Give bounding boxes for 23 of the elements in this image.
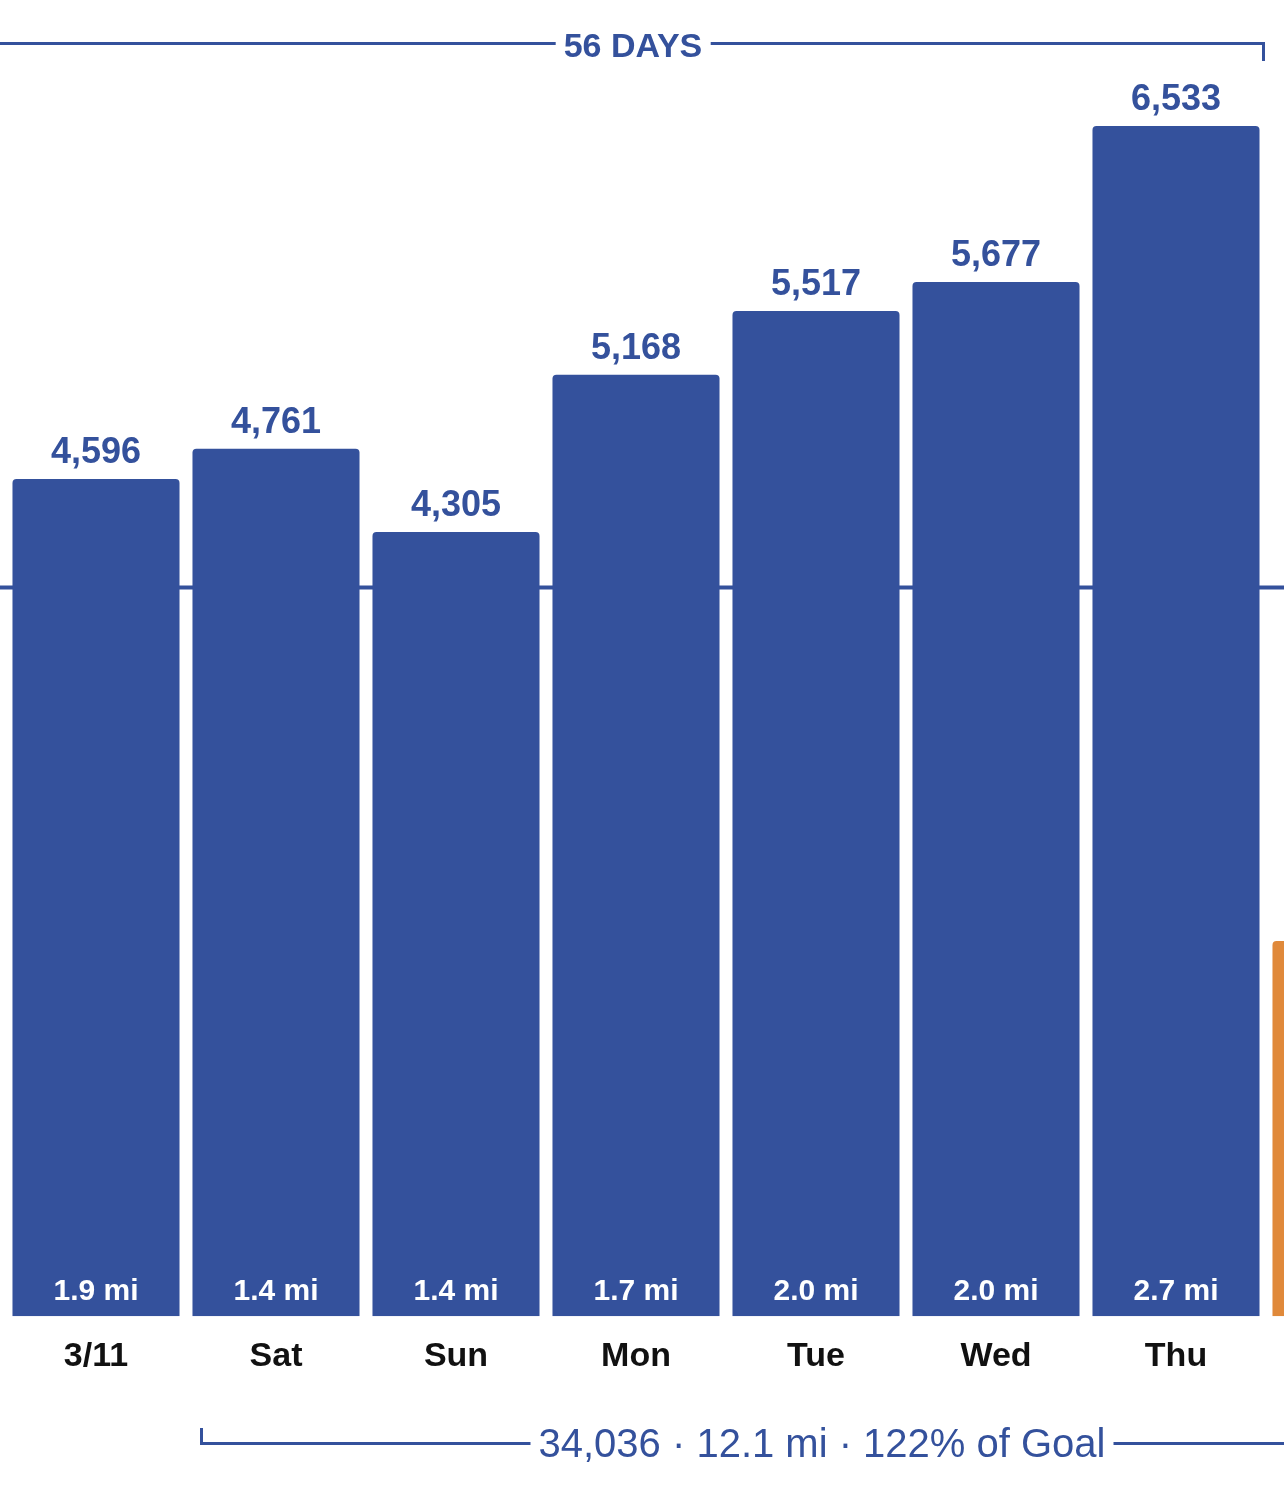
data-label: 5,168 <box>590 325 682 367</box>
annotation: 2.7 mi <box>1133 1273 1219 1307</box>
annotation: 2.0 mi <box>953 1273 1039 1307</box>
x-tick-label: Thu <box>1144 1334 1208 1373</box>
x-tick-label: 3/11 <box>63 1334 129 1373</box>
x-tick-label: Sat <box>249 1334 303 1373</box>
annotation: 1.7 mi <box>593 1273 679 1307</box>
data-label: 5,677 <box>950 232 1042 274</box>
data-label: 4,596 <box>50 429 142 471</box>
text: 34,036 · 12.1 mi · 122% of Goal <box>530 1420 1114 1466</box>
x-tick-label: Tue <box>787 1334 845 1373</box>
annotation: 1.4 mi <box>233 1273 319 1307</box>
data-label: 4,305 <box>410 482 502 524</box>
data-label: 6,533 <box>1130 76 1222 118</box>
x-tick-label: Mon <box>601 1334 671 1373</box>
data-label: 5,517 <box>770 262 862 304</box>
annotation: 1.4 mi <box>413 1273 499 1307</box>
x-tick-label: Sun <box>423 1334 489 1373</box>
data-label: 4,761 <box>230 399 322 441</box>
annotation: 1.9 mi <box>53 1273 139 1307</box>
annotation: 2.0 mi <box>773 1273 859 1307</box>
text: 56 DAYS <box>555 26 711 64</box>
x-tick-label: Wed <box>960 1334 1032 1373</box>
